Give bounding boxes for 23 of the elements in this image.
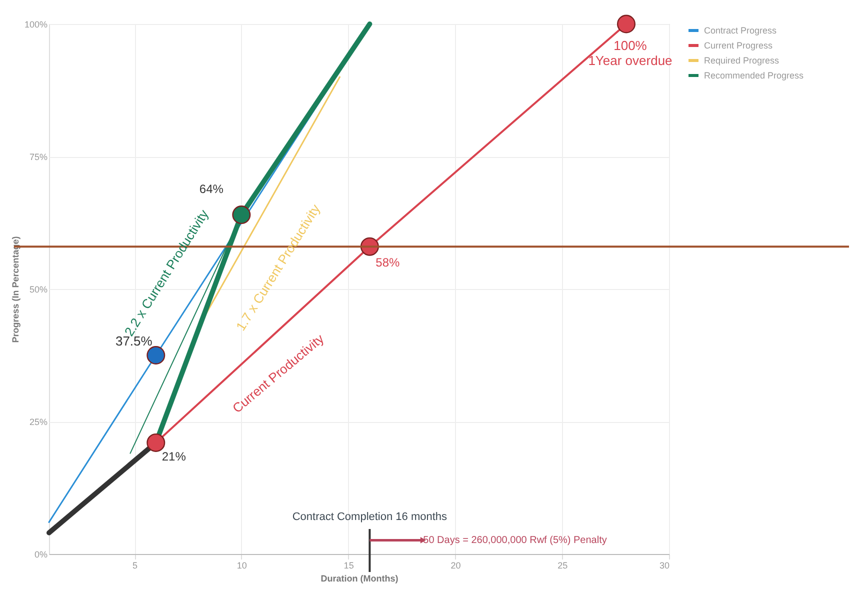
x-tick-label: 10 [236,560,247,570]
legend-label: Contract Progress [704,26,778,36]
y-tick-label: 100% [24,20,48,30]
x-tick-label: 5 [132,560,138,570]
x-tick-label: 25 [558,560,568,570]
annotation: 58% [376,256,400,270]
annotation: 50 Days = 260,000,000 Rwf (5%) Penalty [423,535,607,546]
y-axis-title: Progress (In Percentage) [10,236,20,343]
y-tick-label: 50% [29,284,48,294]
annotation: 100% 1Year overdue [588,38,672,68]
annotation: 21% [162,450,186,464]
x-axis-title: Duration (Months) [320,574,398,584]
legend-label: Required Progress [704,56,780,66]
y-tick-label: 0% [34,550,48,560]
x-tick-label: 20 [450,560,461,570]
y-tick-label: 25% [29,417,48,427]
x-tick-label: 15 [344,560,354,570]
y-tick-label: 75% [29,152,48,162]
legend-label: Current Progress [704,40,774,50]
annotation: 64% [199,182,224,196]
legend-label: Recommended Progress [704,70,804,80]
x-tick-label: 30 [659,560,670,570]
ref-line-label: Contract Completion 16 months [292,511,448,523]
